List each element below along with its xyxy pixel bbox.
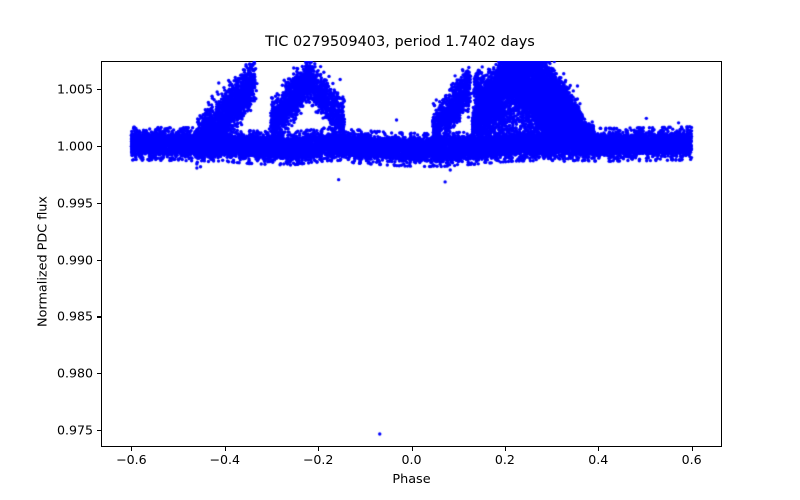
y-tick-mark — [97, 259, 101, 261]
x-tick-label: 0.0 — [401, 452, 422, 467]
x-tick-mark — [318, 447, 320, 451]
x-tick-mark — [691, 447, 693, 451]
x-tick-label: −0.4 — [209, 452, 241, 467]
y-tick-label: 0.985 — [56, 308, 93, 324]
y-tick-mark — [97, 373, 101, 375]
y-axis-label: Normalized PDC flux — [35, 196, 51, 327]
x-tick-label: −0.6 — [116, 452, 147, 467]
y-tick-mark — [97, 146, 101, 148]
y-tick-label: 1.000 — [56, 138, 93, 154]
x-tick-label: −0.2 — [302, 452, 334, 467]
y-tick-mark — [97, 89, 101, 91]
x-tick-mark — [411, 447, 413, 451]
scatter-plot-canvas — [101, 61, 722, 447]
y-tick-mark — [97, 316, 101, 318]
x-tick-label: 0.2 — [494, 452, 515, 467]
x-tick-mark — [598, 447, 600, 451]
x-tick-mark — [504, 447, 506, 451]
y-tick-mark — [97, 429, 101, 432]
y-tick-mark — [97, 202, 101, 204]
y-tick-label: 0.980 — [56, 365, 93, 381]
x-tick-mark — [131, 447, 133, 451]
y-axis-tick-labels: 0.975 0.980 0.985 0.990 0.995 1.000 1.005 — [0, 0, 93, 500]
y-tick-label: 1.005 — [56, 81, 93, 97]
y-tick-label: 0.990 — [56, 252, 93, 268]
y-tick-label: 0.995 — [56, 195, 93, 211]
x-axis-label: Phase — [392, 472, 431, 487]
x-tick-label: 0.6 — [681, 452, 702, 467]
x-tick-mark — [224, 447, 226, 451]
page-title: TIC 0279509403, period 1.7402 days — [265, 34, 535, 50]
y-tick-label: 0.975 — [56, 422, 93, 438]
x-tick-label: 0.4 — [588, 452, 609, 467]
